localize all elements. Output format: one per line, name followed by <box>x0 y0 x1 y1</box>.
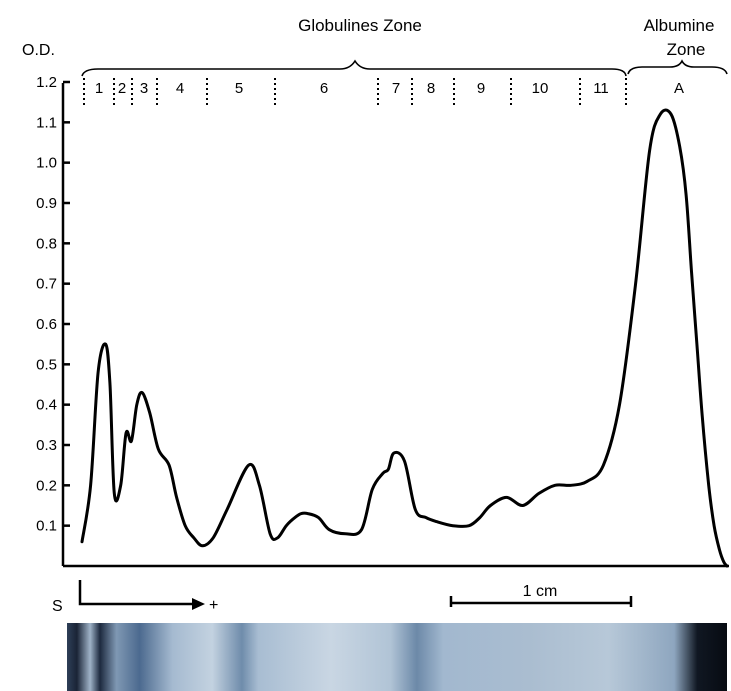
y-tick-label: 0.4 <box>36 397 57 414</box>
y-tick-label: 1.2 <box>36 74 57 91</box>
y-axis-label: O.D. <box>22 42 55 59</box>
fraction-label-5: 5 <box>235 80 243 97</box>
y-tick-label: 0.7 <box>36 276 57 293</box>
fraction-label-A: A <box>674 80 684 97</box>
fraction-label-1: 1 <box>95 80 103 97</box>
scale-bar <box>449 596 633 607</box>
origin-label: S <box>52 598 63 615</box>
fraction-label-3: 3 <box>140 80 148 97</box>
fraction-label-8: 8 <box>427 80 435 97</box>
electrophoresis-strip <box>67 623 727 691</box>
fraction-label-7: 7 <box>392 80 400 97</box>
albumine-zone-title-line2: Zone <box>667 40 706 59</box>
migration-direction-arrow <box>78 580 195 606</box>
y-tick-label: 0.3 <box>36 437 57 454</box>
fraction-label-10: 10 <box>532 80 549 97</box>
y-tick-label: 1.1 <box>36 114 57 131</box>
y-tick-label: 0.2 <box>36 477 57 494</box>
y-axis-ticks: 0.1 0.2 0.3 0.4 0.5 0.6 0.7 0.8 0.9 1.0 1.1 1.2 <box>36 74 70 535</box>
scale-bar-label: 1 cm <box>523 583 558 600</box>
y-tick-label: 0.5 <box>36 356 57 373</box>
albumine-zone-brace <box>627 59 728 75</box>
direction-arrowhead <box>192 598 205 610</box>
fraction-label-2: 2 <box>118 80 126 97</box>
fraction-label-11: 11 <box>593 80 609 97</box>
od-curve-line <box>80 108 729 568</box>
y-tick-label: 0.8 <box>36 235 57 252</box>
fraction-label-4: 4 <box>176 80 184 97</box>
y-tick-label: 0.1 <box>36 518 57 535</box>
globulines-zone-title: Globulines Zone <box>298 16 422 35</box>
fraction-label-9: 9 <box>477 80 485 97</box>
y-tick-label: 0.9 <box>36 195 57 212</box>
fraction-labels: 1 2 3 4 5 6 7 8 9 10 11 A <box>95 80 684 97</box>
direction-label: + <box>209 597 218 614</box>
y-tick-label: 1.0 <box>36 155 57 172</box>
fraction-label-6: 6 <box>320 80 328 97</box>
y-tick-label: 0.6 <box>36 316 57 333</box>
albumine-zone-title-line1: Albumine <box>644 16 715 35</box>
globulines-zone-brace <box>81 59 627 77</box>
